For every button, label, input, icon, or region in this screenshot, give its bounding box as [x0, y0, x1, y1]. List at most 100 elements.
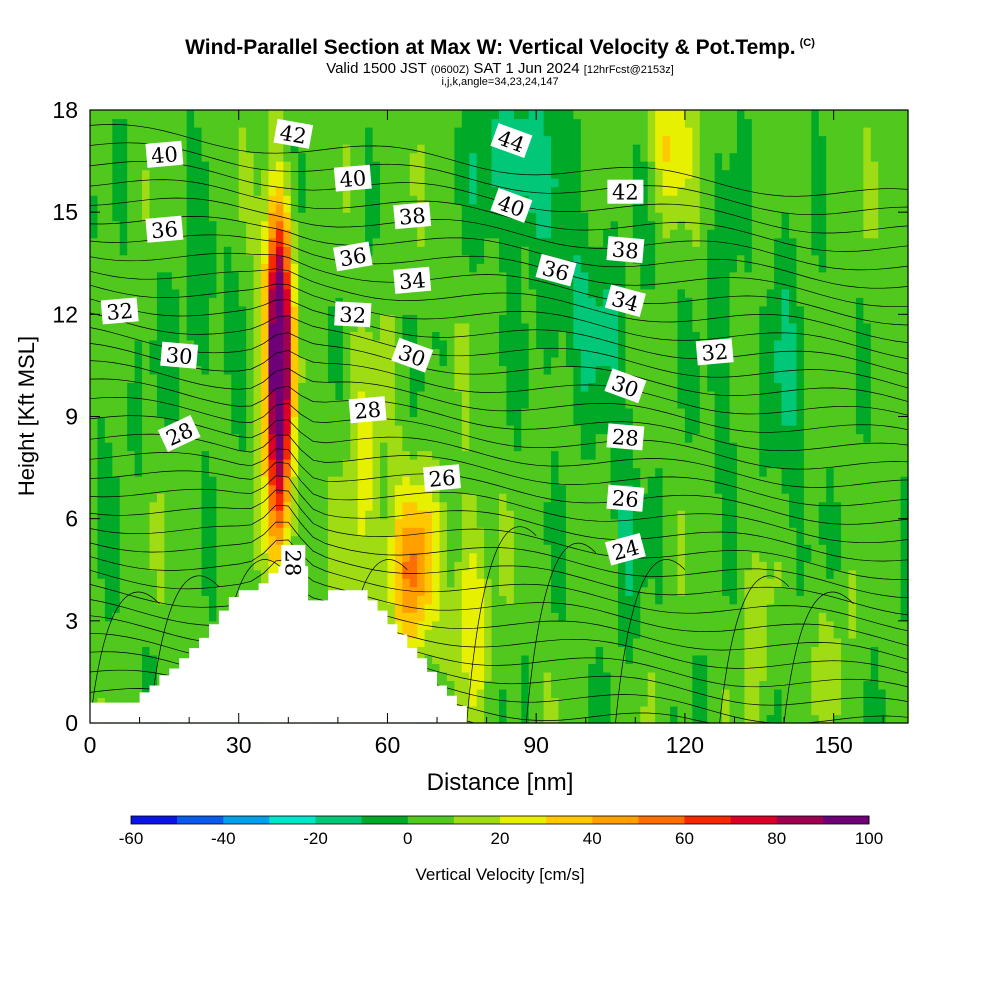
field-cell	[268, 203, 277, 213]
field-cell	[194, 288, 203, 298]
field-cell	[484, 578, 493, 588]
field-cell	[119, 578, 128, 588]
field-cell	[387, 450, 396, 460]
field-cell	[246, 220, 255, 230]
field-cell	[275, 416, 284, 426]
field-cell	[112, 322, 121, 332]
field-cell	[387, 186, 396, 196]
field-cell	[179, 365, 188, 375]
field-cell	[90, 552, 99, 562]
field-cell	[588, 646, 597, 656]
field-cell	[558, 416, 567, 426]
field-cell	[149, 493, 158, 503]
field-cell	[394, 110, 403, 120]
field-cell	[290, 373, 299, 384]
field-cell	[112, 220, 121, 230]
field-cell	[320, 212, 329, 222]
field-cell	[461, 314, 470, 324]
field-cell	[275, 382, 284, 392]
field-cell	[439, 356, 448, 367]
field-cell	[246, 348, 255, 358]
field-cell	[558, 322, 567, 332]
field-cell	[588, 356, 597, 367]
field-cell	[521, 552, 530, 562]
field-cell	[499, 297, 508, 307]
field-cell	[90, 331, 99, 341]
field-cell	[261, 552, 270, 562]
field-cell	[476, 135, 485, 145]
field-cell	[104, 646, 113, 656]
field-cell	[305, 152, 314, 162]
field-cell	[580, 229, 589, 239]
field-cell	[380, 603, 389, 613]
field-cell	[380, 322, 389, 332]
field-cell	[536, 569, 545, 579]
field-cell	[446, 161, 455, 171]
field-cell	[476, 680, 485, 690]
field-cell	[513, 161, 522, 171]
field-cell	[194, 322, 203, 332]
field-cell	[127, 595, 136, 605]
field-cell	[536, 603, 545, 613]
field-cell	[335, 229, 344, 239]
field-cell	[536, 620, 545, 630]
field-cell	[261, 220, 270, 230]
field-cell	[238, 484, 247, 494]
field-cell	[476, 229, 485, 239]
field-cell	[521, 297, 530, 307]
field-cell	[558, 212, 567, 222]
field-cell	[357, 263, 366, 273]
field-cell	[104, 178, 113, 188]
field-cell	[506, 152, 515, 162]
field-cell	[558, 348, 567, 358]
field-cell	[223, 212, 232, 222]
field-cell	[350, 578, 359, 588]
field-cell	[112, 271, 121, 281]
field-cell	[476, 450, 485, 460]
field-cell	[164, 297, 173, 307]
field-cell	[476, 705, 485, 716]
field-cell	[528, 612, 537, 622]
field-cell	[119, 373, 128, 384]
field-cell	[119, 407, 128, 418]
field-cell	[134, 518, 143, 528]
field-cell	[551, 671, 560, 682]
field-cell	[90, 646, 99, 656]
field-cell	[372, 535, 381, 545]
field-cell	[521, 595, 530, 605]
field-cell	[580, 714, 589, 724]
field-cell	[179, 152, 188, 162]
field-cell	[320, 544, 329, 554]
field-cell	[394, 365, 403, 375]
field-cell	[446, 339, 455, 349]
field-cell	[298, 373, 307, 384]
field-cell	[134, 629, 143, 639]
field-cell	[275, 476, 284, 486]
field-cell	[134, 271, 143, 281]
field-cell	[551, 152, 560, 162]
field-cell	[394, 493, 403, 503]
field-cell	[112, 637, 121, 647]
field-cell	[521, 467, 530, 477]
field-cell	[164, 476, 173, 486]
field-cell	[223, 280, 232, 290]
field-cell	[208, 501, 218, 511]
field-cell	[149, 399, 158, 409]
field-cell	[565, 518, 574, 528]
field-cell	[439, 663, 448, 673]
field-cell	[305, 365, 314, 375]
field-cell	[186, 322, 195, 332]
field-cell	[350, 135, 359, 145]
field-cell	[104, 484, 113, 494]
field-cell	[558, 476, 567, 486]
field-cell	[342, 127, 351, 137]
field-cell	[588, 535, 597, 545]
field-cell	[580, 271, 589, 281]
field-cell	[499, 178, 508, 188]
field-cell	[565, 203, 574, 213]
field-cell	[424, 510, 433, 520]
field-cell	[283, 152, 292, 162]
field-cell	[595, 544, 604, 554]
field-cell	[484, 467, 493, 477]
field-cell	[231, 552, 240, 562]
